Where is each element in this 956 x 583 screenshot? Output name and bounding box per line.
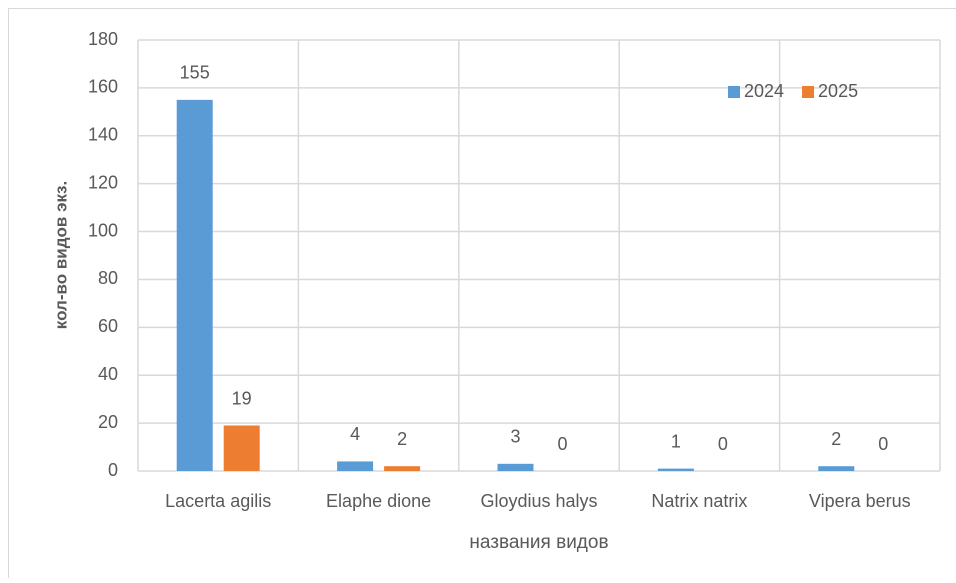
legend-label: 2024	[744, 81, 784, 101]
data-label: 0	[557, 434, 567, 454]
y-tick-label: 0	[108, 460, 118, 480]
x-tick-label: Vipera berus	[809, 491, 911, 511]
bar	[177, 100, 213, 471]
data-label: 0	[878, 434, 888, 454]
x-tick-label: Lacerta agilis	[165, 491, 271, 511]
bar	[818, 466, 854, 471]
y-tick-label: 120	[88, 172, 118, 192]
x-tick-label: Natrix natrix	[651, 491, 747, 511]
x-axis-label: названия видов	[469, 532, 608, 553]
bar	[337, 461, 373, 471]
legend-label: 2025	[818, 81, 858, 101]
y-tick-label: 20	[98, 412, 118, 432]
bar	[498, 464, 534, 471]
y-tick-label: 180	[88, 29, 118, 49]
data-label: 2	[397, 429, 407, 449]
legend-swatch	[728, 86, 740, 98]
data-label: 1	[671, 431, 681, 451]
y-tick-label: 80	[98, 268, 118, 288]
bar	[224, 426, 260, 471]
data-label: 4	[350, 424, 360, 444]
bar	[384, 466, 420, 471]
data-label: 3	[510, 427, 520, 447]
y-axis-label: кол-во видов экз.	[51, 181, 70, 329]
data-label: 19	[232, 388, 252, 408]
data-label: 2	[831, 429, 841, 449]
data-label: 155	[180, 63, 210, 83]
y-tick-label: 60	[98, 316, 118, 336]
y-tick-label: 160	[88, 77, 118, 97]
y-tick-label: 40	[98, 364, 118, 384]
y-tick-label: 100	[88, 220, 118, 240]
bar	[658, 469, 694, 471]
data-label: 0	[718, 434, 728, 454]
x-tick-label: Elaphe dione	[326, 491, 431, 511]
legend-swatch	[802, 86, 814, 98]
y-tick-label: 140	[88, 125, 118, 145]
x-tick-label: Gloydius halys	[480, 491, 597, 511]
